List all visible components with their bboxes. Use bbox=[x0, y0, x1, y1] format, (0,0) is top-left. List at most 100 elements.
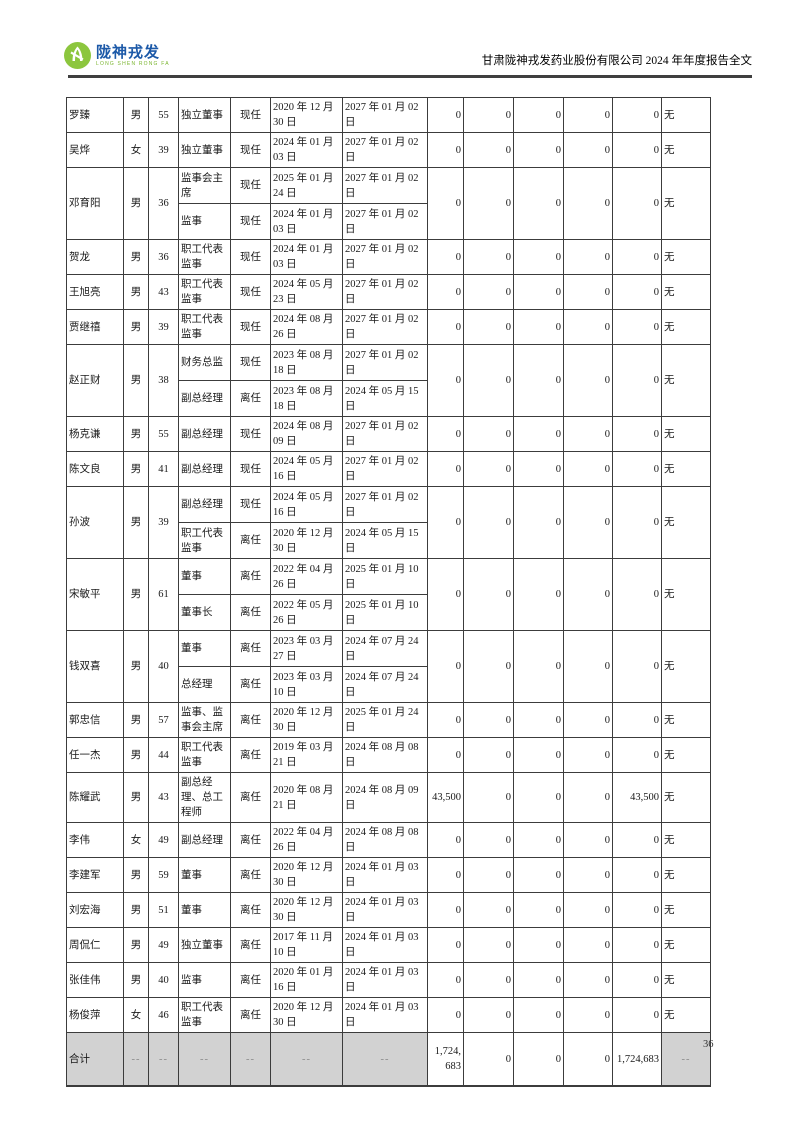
amount-cell: 0 bbox=[612, 630, 662, 703]
amount-cell: 0 bbox=[563, 167, 613, 240]
amount-cell: 0 bbox=[513, 772, 564, 823]
position-cell: 副总经理、总工程师 bbox=[178, 772, 231, 823]
term-start-cell: 2024 年 08 月 09 日 bbox=[270, 416, 343, 452]
term-start-cell: 2020 年 12 月 30 日 bbox=[270, 97, 343, 133]
term-end-cell: 2027 年 01 月 02 日 bbox=[342, 203, 428, 240]
officer-name-cell: 张佳伟 bbox=[66, 962, 124, 998]
amount-cell: 0 bbox=[563, 822, 613, 858]
officer-row: 副总经理 离任 2023 年 08 月 18 日 2024 年 05 月 15 日 bbox=[67, 380, 711, 417]
amount-cell: 0 bbox=[563, 97, 613, 133]
amount-cell: 0 bbox=[513, 486, 564, 559]
amount-cell: 0 bbox=[463, 630, 514, 703]
remark-cell: 无 bbox=[661, 702, 711, 738]
age-cell: 51 bbox=[148, 892, 179, 928]
total-dash-cell: -- bbox=[178, 1032, 231, 1087]
term-start-cell: 2022 年 04 月 26 日 bbox=[270, 558, 343, 595]
remark-cell: 无 bbox=[661, 997, 711, 1033]
amount-cell: 0 bbox=[463, 892, 514, 928]
age-cell: 43 bbox=[148, 772, 179, 823]
amount-cell: 0 bbox=[612, 892, 662, 928]
position-cell: 职工代表监事 bbox=[178, 997, 231, 1033]
term-end-cell: 2027 年 01 月 02 日 bbox=[342, 344, 428, 381]
officer-name-cell: 孙波 bbox=[66, 486, 124, 559]
term-end-cell: 2024 年 07 月 24 日 bbox=[342, 666, 428, 703]
amount-cell: 0 bbox=[463, 167, 514, 240]
status-cell: 离任 bbox=[230, 772, 271, 823]
gender-cell: 女 bbox=[123, 997, 149, 1033]
position-cell: 副总经理 bbox=[178, 416, 231, 452]
position-cell: 董事 bbox=[178, 630, 231, 667]
term-start-cell: 2017 年 11 月 10 日 bbox=[270, 927, 343, 963]
gender-cell: 男 bbox=[123, 97, 149, 133]
amount-cell: 0 bbox=[513, 702, 564, 738]
term-end-cell: 2025 年 01 月 10 日 bbox=[342, 558, 428, 595]
term-end-cell: 2024 年 07 月 24 日 bbox=[342, 630, 428, 667]
amount-cell: 0 bbox=[563, 962, 613, 998]
amount-cell: 0 bbox=[427, 167, 464, 240]
position-cell: 副总经理 bbox=[178, 486, 231, 523]
age-cell: 44 bbox=[148, 737, 179, 773]
position-cell: 董事 bbox=[178, 857, 231, 893]
total-amount-cell: 1,724,683 bbox=[612, 1032, 662, 1087]
term-start-cell: 2024 年 05 月 16 日 bbox=[270, 451, 343, 487]
term-end-cell: 2024 年 08 月 08 日 bbox=[342, 822, 428, 858]
amount-cell: 0 bbox=[612, 997, 662, 1033]
remark-cell: 无 bbox=[661, 772, 711, 823]
page-number: 36 bbox=[703, 1039, 714, 1050]
position-cell: 独立董事 bbox=[178, 132, 231, 168]
total-dash-cell: -- bbox=[148, 1032, 179, 1087]
age-cell: 49 bbox=[148, 822, 179, 858]
amount-cell: 0 bbox=[563, 927, 613, 963]
term-end-cell: 2027 年 01 月 02 日 bbox=[342, 167, 428, 204]
amount-cell: 0 bbox=[612, 702, 662, 738]
amount-cell: 0 bbox=[513, 822, 564, 858]
amount-cell: 0 bbox=[427, 239, 464, 275]
officer-row: 杨克谦男 55 副总经理 现任 2024 年 08 月 09 日 2027 年 01 月 … bbox=[66, 416, 711, 452]
gender-cell: 男 bbox=[123, 344, 149, 417]
officer-row: 周侃仁男 49 独立董事 离任 2017 年 11 月 10 日 2024 年 01 月 … bbox=[66, 927, 711, 963]
document-title: 甘肃陇神戎发药业股份有限公司 2024 年年度报告全文 bbox=[481, 55, 752, 67]
term-start-cell: 2023 年 08 月 18 日 bbox=[270, 380, 343, 417]
age-cell: 61 bbox=[148, 558, 179, 631]
amount-cell: 0 bbox=[612, 416, 662, 452]
status-cell: 现任 bbox=[230, 203, 271, 240]
position-cell: 独立董事 bbox=[178, 927, 231, 963]
officer-name-cell: 宋敏平 bbox=[66, 558, 124, 631]
term-start-cell: 2020 年 12 月 30 日 bbox=[270, 892, 343, 928]
logo-icon bbox=[64, 42, 91, 69]
amount-cell: 0 bbox=[612, 344, 662, 417]
brand-name-cn: 陇神戎发 bbox=[96, 43, 161, 61]
age-cell: 36 bbox=[148, 167, 179, 240]
amount-cell: 0 bbox=[612, 132, 662, 168]
amount-cell: 0 bbox=[612, 857, 662, 893]
gender-cell: 男 bbox=[123, 630, 149, 703]
officer-row: 贺龙男 36 职工代表监事 现任 2024 年 01 月 03 日 2027 年 01 月… bbox=[66, 239, 711, 275]
remark-cell: 无 bbox=[661, 737, 711, 773]
age-cell: 43 bbox=[148, 274, 179, 310]
amount-cell: 0 bbox=[513, 892, 564, 928]
amount-cell: 0 bbox=[612, 451, 662, 487]
amount-cell: 0 bbox=[612, 239, 662, 275]
amount-cell: 0 bbox=[612, 167, 662, 240]
term-start-cell: 2020 年 12 月 30 日 bbox=[270, 522, 343, 559]
amount-cell: 0 bbox=[612, 822, 662, 858]
amount-cell: 0 bbox=[427, 857, 464, 893]
officer-name-cell: 杨俊萍 bbox=[66, 997, 124, 1033]
term-start-cell: 2023 年 03 月 10 日 bbox=[270, 666, 343, 703]
amount-cell: 0 bbox=[513, 97, 564, 133]
officer-name-cell: 杨克谦 bbox=[66, 416, 124, 452]
total-label-cell: 合计 bbox=[66, 1032, 124, 1087]
officer-name-cell: 贾继禧 bbox=[66, 309, 124, 345]
officer-name-cell: 吴烨 bbox=[66, 132, 124, 168]
amount-cell: 0 bbox=[563, 416, 613, 452]
officer-row: 郭忠信男 57 监事、监事会主席 离任 2020 年 12 月 30 日 2025 年 0… bbox=[66, 702, 711, 738]
remark-cell: 无 bbox=[661, 451, 711, 487]
amount-cell: 0 bbox=[463, 927, 514, 963]
term-start-cell: 2023 年 08 月 18 日 bbox=[270, 344, 343, 381]
term-end-cell: 2024 年 01 月 03 日 bbox=[342, 892, 428, 928]
term-end-cell: 2024 年 01 月 03 日 bbox=[342, 927, 428, 963]
amount-cell: 0 bbox=[513, 927, 564, 963]
amount-cell: 0 bbox=[427, 416, 464, 452]
term-start-cell: 2020 年 12 月 30 日 bbox=[270, 702, 343, 738]
officer-name-cell: 周侃仁 bbox=[66, 927, 124, 963]
